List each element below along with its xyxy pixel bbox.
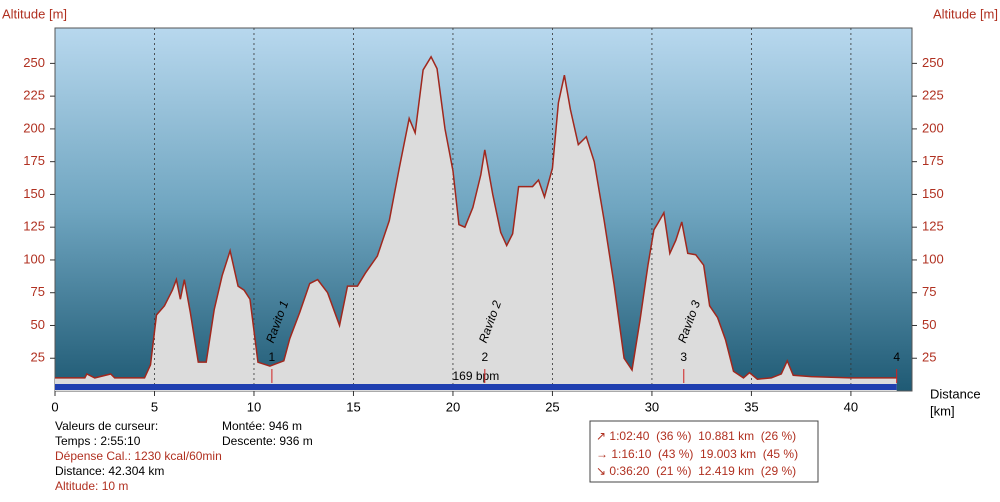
y2-tick-label: 225 [922, 88, 944, 103]
y2-axis-label: Altitude [m] [933, 6, 998, 21]
y2-tick-label: 25 [922, 350, 936, 365]
marker-number: 3 [680, 350, 687, 364]
x-tick-label: 15 [346, 399, 360, 414]
heart-rate-band [55, 384, 897, 390]
y2-tick-label: 50 [922, 317, 936, 332]
y-tick-label: 225 [23, 88, 45, 103]
x-tick-label: 30 [645, 399, 659, 414]
y-axis-label: Altitude [m] [2, 6, 67, 21]
x-tick-label: 40 [844, 399, 858, 414]
y2-tick-label: 175 [922, 153, 944, 168]
y2-tick-label: 125 [922, 219, 944, 234]
x-tick-label: 5 [151, 399, 158, 414]
x-tick-label: 0 [51, 399, 58, 414]
heart-rate-label: 169 bpm [452, 369, 499, 383]
y-tick-label: 25 [31, 350, 45, 365]
y2-tick-label: 100 [922, 251, 944, 266]
x-tick-label: 25 [545, 399, 559, 414]
x-tick-label: 20 [446, 399, 460, 414]
profile-line [55, 55, 897, 380]
y2-tick-label: 150 [922, 186, 944, 201]
y-tick-label: 200 [23, 120, 45, 135]
x-tick-label: 35 [744, 399, 758, 414]
y-tick-label: 50 [31, 317, 45, 332]
x-axis-unit: [km] [930, 403, 955, 418]
stats-box [589, 420, 819, 483]
y-tick-label: 100 [23, 251, 45, 266]
marker-number: 1 [269, 350, 276, 364]
marker-number: 2 [481, 350, 488, 364]
stats-row: ↗ 1:02:40 (36 %) 10.881 km (26 %) [596, 429, 796, 443]
x-axis-label: Distance [930, 386, 981, 401]
y2-tick-label: 75 [922, 284, 936, 299]
marker-number: 4 [893, 350, 900, 364]
info-text: Valeurs de curseur: [55, 419, 158, 433]
y2-tick-label: 250 [922, 55, 944, 70]
y-tick-label: 150 [23, 186, 45, 201]
info-text: Altitude: 10 m [55, 479, 128, 493]
info-text: Descente: 936 m [222, 434, 313, 448]
info-text: Temps : 2:55:10 [55, 434, 141, 448]
stats-row: ↘ 0:36:20 (21 %) 12.419 km (29 %) [596, 464, 796, 478]
info-text: Distance: 42.304 km [55, 464, 164, 478]
y-tick-label: 75 [31, 284, 45, 299]
x-tick-label: 10 [247, 399, 261, 414]
y2-tick-label: 200 [922, 120, 944, 135]
y-tick-label: 125 [23, 219, 45, 234]
y-tick-label: 250 [23, 55, 45, 70]
y-tick-label: 175 [23, 153, 45, 168]
info-text: Montée: 946 m [222, 419, 302, 433]
stats-row: → 1:16:10 (43 %) 19.003 km (45 %) [596, 447, 798, 461]
area-fill [55, 56, 897, 392]
info-text: Dépense Cal.: 1230 kcal/60min [55, 449, 222, 463]
